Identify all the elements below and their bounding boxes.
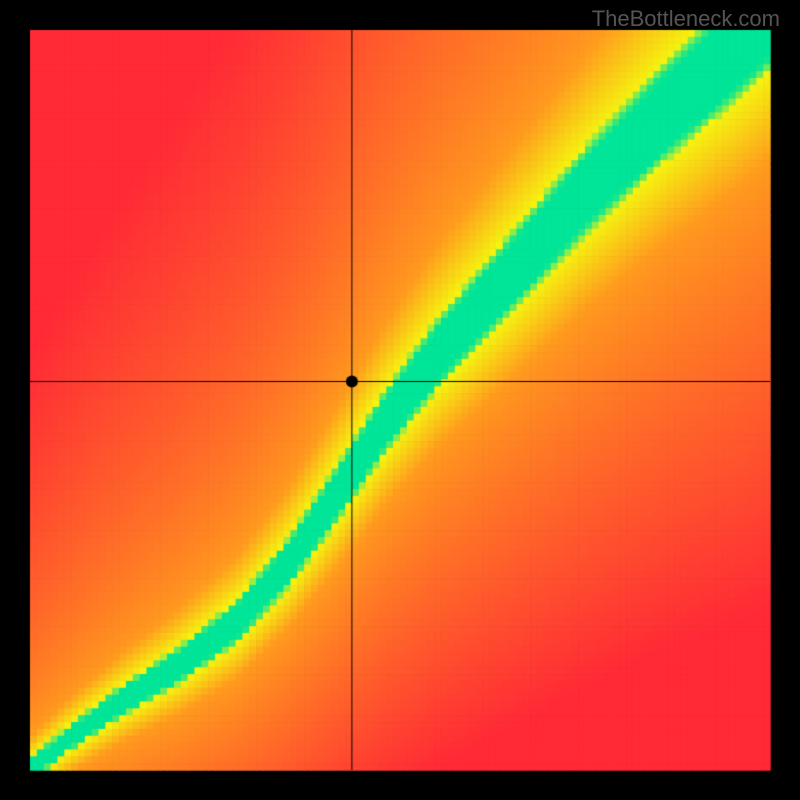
chart-container: TheBottleneck.com — [0, 0, 800, 800]
watermark-text: TheBottleneck.com — [592, 6, 780, 32]
bottleneck-heatmap — [0, 0, 800, 800]
